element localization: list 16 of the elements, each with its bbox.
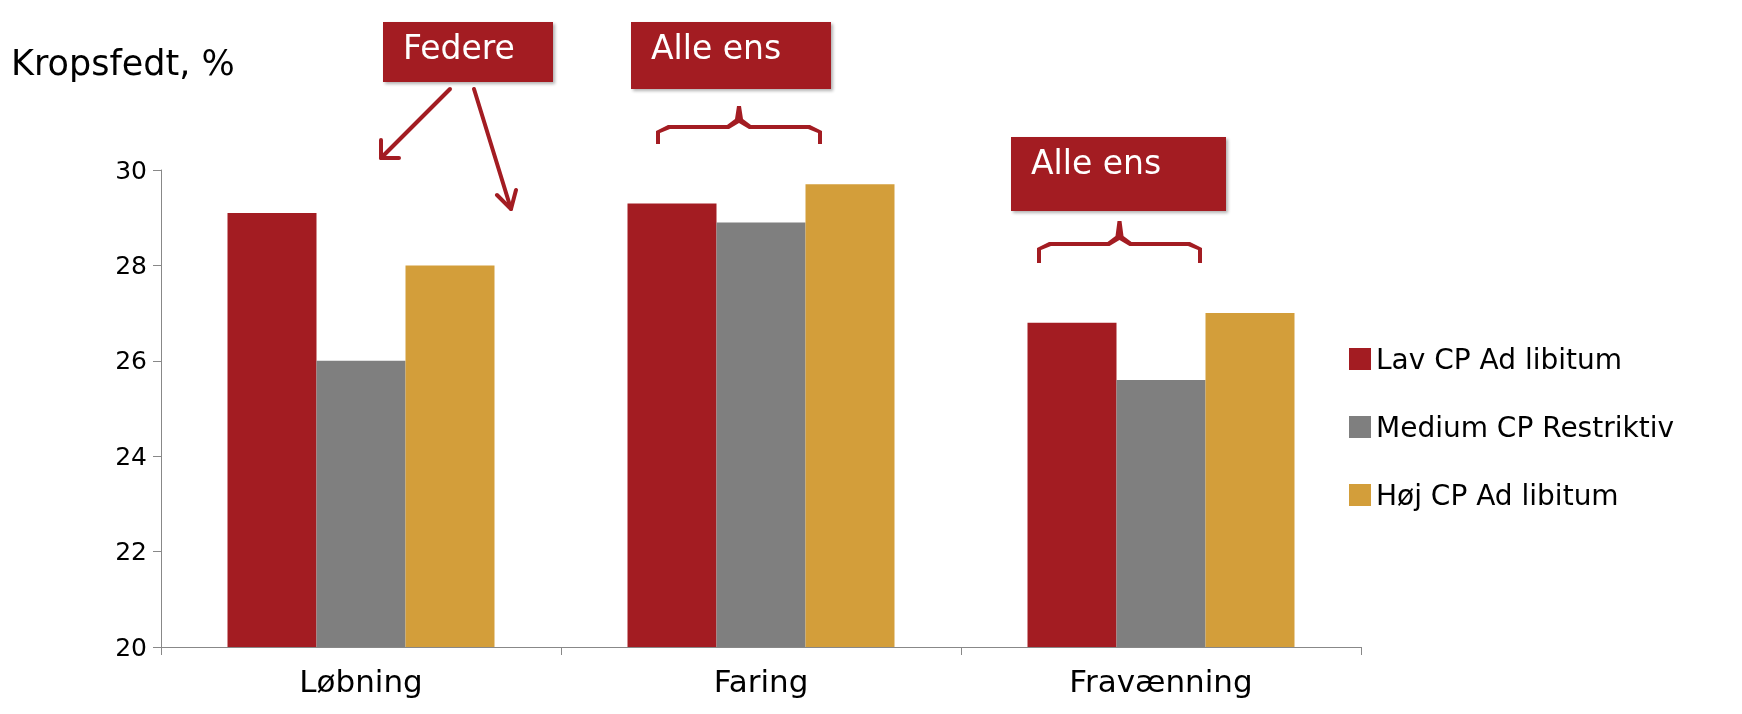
legend-label: Lav CP Ad libitum	[1376, 342, 1623, 376]
y-tick-label: 24	[115, 441, 147, 471]
y-tick-label: 26	[115, 346, 147, 376]
x-tick-label: Fravænning	[1069, 662, 1253, 699]
text: Federe	[383, 22, 553, 82]
y-tick-label: 22	[115, 537, 147, 567]
y-tick-label: 28	[115, 250, 147, 280]
y-tick-label: 20	[115, 632, 147, 662]
annotation: Alle ens	[1011, 137, 1226, 211]
y-tick-label: 30	[115, 155, 147, 185]
legend-label: Høj CP Ad libitum	[1376, 478, 1619, 512]
text: Alle ens	[631, 22, 831, 89]
x-tick-label: Faring	[713, 662, 809, 699]
x-tick-label: Løbning	[299, 662, 423, 699]
y-axis-title: Kropsfedt, %	[11, 42, 235, 83]
legend-label: Medium CP Restriktiv	[1376, 410, 1675, 444]
